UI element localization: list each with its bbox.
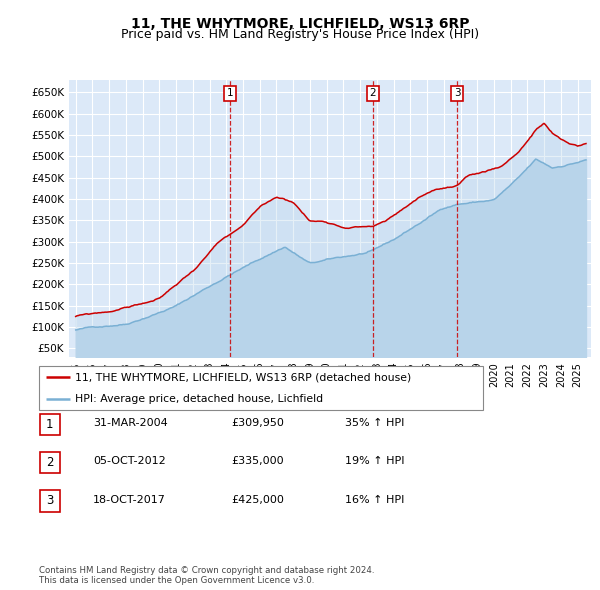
Text: 11, THE WHYTMORE, LICHFIELD, WS13 6RP: 11, THE WHYTMORE, LICHFIELD, WS13 6RP xyxy=(131,17,469,31)
Text: 19% ↑ HPI: 19% ↑ HPI xyxy=(345,457,404,466)
Text: 2: 2 xyxy=(370,88,376,99)
Text: 16% ↑ HPI: 16% ↑ HPI xyxy=(345,495,404,504)
FancyBboxPatch shape xyxy=(40,490,59,512)
Text: 3: 3 xyxy=(46,494,53,507)
Text: HPI: Average price, detached house, Lichfield: HPI: Average price, detached house, Lich… xyxy=(74,394,323,404)
Text: Price paid vs. HM Land Registry's House Price Index (HPI): Price paid vs. HM Land Registry's House … xyxy=(121,28,479,41)
FancyBboxPatch shape xyxy=(40,452,59,473)
FancyBboxPatch shape xyxy=(40,414,59,435)
Text: 35% ↑ HPI: 35% ↑ HPI xyxy=(345,418,404,428)
Text: 05-OCT-2012: 05-OCT-2012 xyxy=(93,457,166,466)
Text: £335,000: £335,000 xyxy=(231,457,284,466)
Text: 11, THE WHYTMORE, LICHFIELD, WS13 6RP (detached house): 11, THE WHYTMORE, LICHFIELD, WS13 6RP (d… xyxy=(74,372,411,382)
Text: Contains HM Land Registry data © Crown copyright and database right 2024.
This d: Contains HM Land Registry data © Crown c… xyxy=(39,566,374,585)
Text: 3: 3 xyxy=(454,88,460,99)
Text: 18-OCT-2017: 18-OCT-2017 xyxy=(93,495,166,504)
FancyBboxPatch shape xyxy=(39,366,483,410)
Text: £309,950: £309,950 xyxy=(231,418,284,428)
Text: 2: 2 xyxy=(46,456,53,469)
Text: 31-MAR-2004: 31-MAR-2004 xyxy=(93,418,168,428)
Text: 1: 1 xyxy=(227,88,233,99)
Text: 1: 1 xyxy=(46,418,53,431)
Text: £425,000: £425,000 xyxy=(231,495,284,504)
